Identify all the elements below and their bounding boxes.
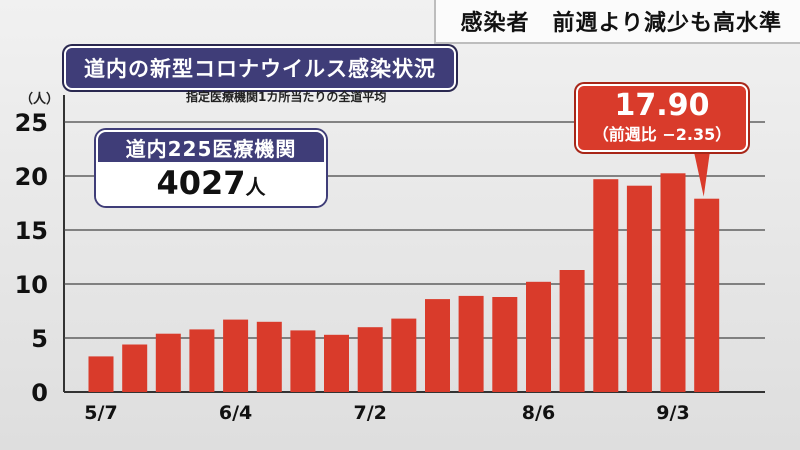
x-tick-label: 5/7 <box>84 402 117 424</box>
bar <box>526 281 551 392</box>
callout-change: （前週比 −2.35） <box>592 125 732 144</box>
bar <box>189 329 215 392</box>
info-box-unit: 人 <box>245 175 266 199</box>
bar <box>290 330 316 392</box>
info-box-label: 道内225医療機関 <box>98 132 324 162</box>
chart-title: 道内の新型コロナウイルス感染状況 <box>64 46 456 90</box>
info-box-value: 4027 <box>156 164 246 202</box>
bar <box>391 318 417 392</box>
bar <box>155 333 181 392</box>
bar <box>324 334 349 392</box>
info-box-value-row: 4027 人 <box>98 162 324 204</box>
callout-value: 17.90 <box>614 88 710 123</box>
bar <box>256 321 282 392</box>
bar <box>492 297 518 392</box>
bar <box>458 295 484 392</box>
bar <box>88 356 114 392</box>
y-tick-label: 5 <box>31 325 48 353</box>
x-tick-label: 8/6 <box>522 402 555 424</box>
y-tick-label: 0 <box>31 379 48 407</box>
x-tick-label: 9/3 <box>656 402 689 424</box>
y-axis-unit: （人） <box>20 92 60 107</box>
callout-pointer <box>692 146 711 197</box>
bar <box>694 198 720 392</box>
y-tick-label: 20 <box>15 163 48 191</box>
bar <box>626 185 652 392</box>
bar <box>660 173 686 392</box>
latest-value-callout: 17.90 （前週比 −2.35） <box>576 84 748 152</box>
bar <box>593 179 619 392</box>
info-box: 道内225医療機関 4027 人 <box>96 130 326 206</box>
bar <box>357 327 383 392</box>
x-tick-label: 6/4 <box>219 402 252 424</box>
bar <box>559 270 585 392</box>
bar <box>425 299 450 392</box>
chart-subtitle: 指定医療機関1カ所当たりの全道平均 <box>186 90 387 104</box>
y-tick-label: 15 <box>15 217 48 245</box>
bar <box>122 344 148 392</box>
y-tick-label: 25 <box>15 109 48 137</box>
x-tick-label: 7/2 <box>354 402 387 424</box>
headline-banner: 感染者 前週より減少も高水準 <box>434 0 800 44</box>
bar <box>223 319 249 392</box>
y-tick-label: 10 <box>15 271 48 299</box>
